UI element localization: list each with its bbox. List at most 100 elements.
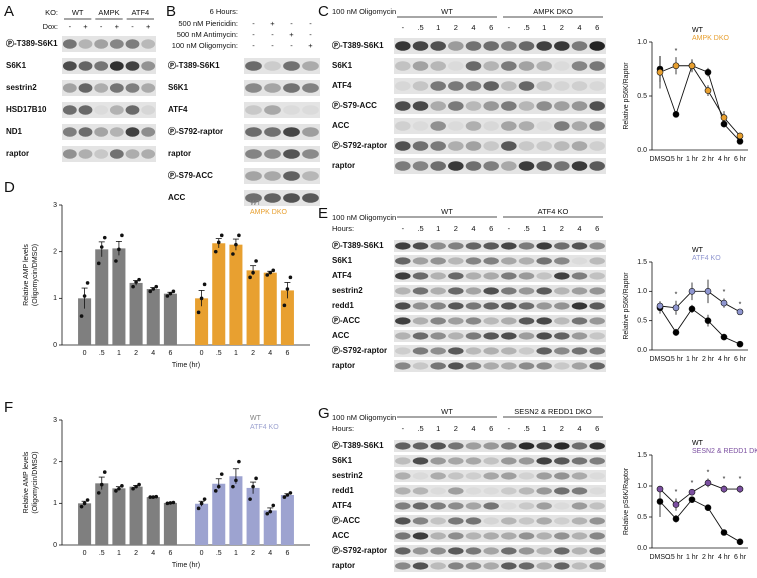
x-tick-label: .5 hr [669,554,684,561]
bar [195,298,209,345]
blot-band [109,127,124,137]
panel-letter: D [4,179,15,196]
blot-band [483,547,499,555]
blot-band [589,257,605,265]
x-tick-label: 4 [268,550,272,557]
bar [146,289,160,345]
blot-strip [394,58,606,74]
y-tick-label: 1 [53,295,57,302]
blot-band [571,457,588,465]
blot-band [536,41,552,51]
blot-band [483,317,499,325]
blot-band [412,121,429,131]
bar [280,290,294,345]
replicate-point [196,506,201,511]
blot-band [141,149,156,159]
replicate-point [165,501,170,506]
blot-band [589,472,605,480]
group-label: WT [441,7,453,16]
y-axis-label: Relative pS6K/Raptor [623,467,630,535]
blot-strip [394,330,606,342]
blot-band [518,347,535,355]
x-tick-label: DMSO [650,356,672,363]
series-line [659,65,741,137]
data-point [688,305,696,313]
bar [163,293,177,345]
data-point [688,488,696,496]
blot-band [109,83,124,93]
blot-band [395,517,411,525]
data-point [688,288,696,295]
legend-entry: WT [250,200,262,207]
blot-band [465,161,482,171]
blot-band [483,121,499,131]
timepoint-label: 4 [577,424,581,433]
blot-band [536,81,552,91]
blot-band [395,562,411,570]
blot-band [448,562,464,570]
timepoint-label: 1 [542,224,546,233]
condition-sign: - [309,30,312,39]
x-tick-label: 6 hr [734,156,747,163]
x-tick-label: 6 hr [734,554,747,561]
blot-band [554,81,570,91]
replicate-point [251,270,255,275]
data-point [704,288,712,295]
blot-band [554,442,570,450]
replicate-point [282,495,287,499]
x-tick-label: .5 [216,350,222,357]
blot-band [430,347,446,355]
legend-entry: ATF4 KO [692,255,721,262]
blot-band [518,532,535,540]
blot-band [448,242,464,250]
blot-band [589,502,605,510]
blot-band [536,141,552,151]
significance-mark: * [691,480,694,487]
blot-strip [244,124,320,140]
bar [229,244,243,345]
condition-sign: - [309,19,312,28]
x-tick-label: 1 [234,550,238,557]
condition-sign: - [252,41,255,50]
blot-band [94,105,109,115]
blot-band [412,532,429,540]
blot-band [94,127,109,137]
legend-entry: AMPK DKO [692,35,730,42]
blot-band [395,457,411,465]
blot-row-label: ATF4 [168,105,188,114]
replicate-point [137,482,141,487]
blot-band [518,517,535,525]
x-tick-label: 2 [251,350,255,357]
blot-band [589,317,605,325]
data-point [736,340,744,348]
blot-band [412,347,429,355]
blot-band [430,61,446,71]
condition-sign: - [290,41,293,50]
blot-band [465,457,482,465]
significance-mark: * [707,469,710,476]
significance-mark: * [723,476,726,483]
blot-band [78,61,93,71]
blot-band [430,317,446,325]
blot-band [536,101,552,111]
blot-row-label: sestrin2 [6,83,37,92]
blot-band [302,83,319,93]
blot-band [395,41,411,51]
data-point [720,333,728,341]
blot-strip [394,240,606,252]
x-tick-label: 2 hr [702,156,715,163]
blot-band [430,161,446,171]
timepoint-label: 4 [471,424,475,433]
group-label: AMPK DKO [533,7,573,16]
blot-band [412,487,429,495]
x-tick-label: 4 [151,550,155,557]
blot-band [501,487,517,495]
blot-row-label: ACC [332,121,350,130]
blot-band [465,141,482,151]
blot-band [536,457,552,465]
timepoint-label: - [402,23,405,32]
y-tick-label: 0.0 [637,347,647,354]
blot-band [245,127,262,137]
blot-band [571,442,588,450]
significance-mark: * [675,292,678,299]
